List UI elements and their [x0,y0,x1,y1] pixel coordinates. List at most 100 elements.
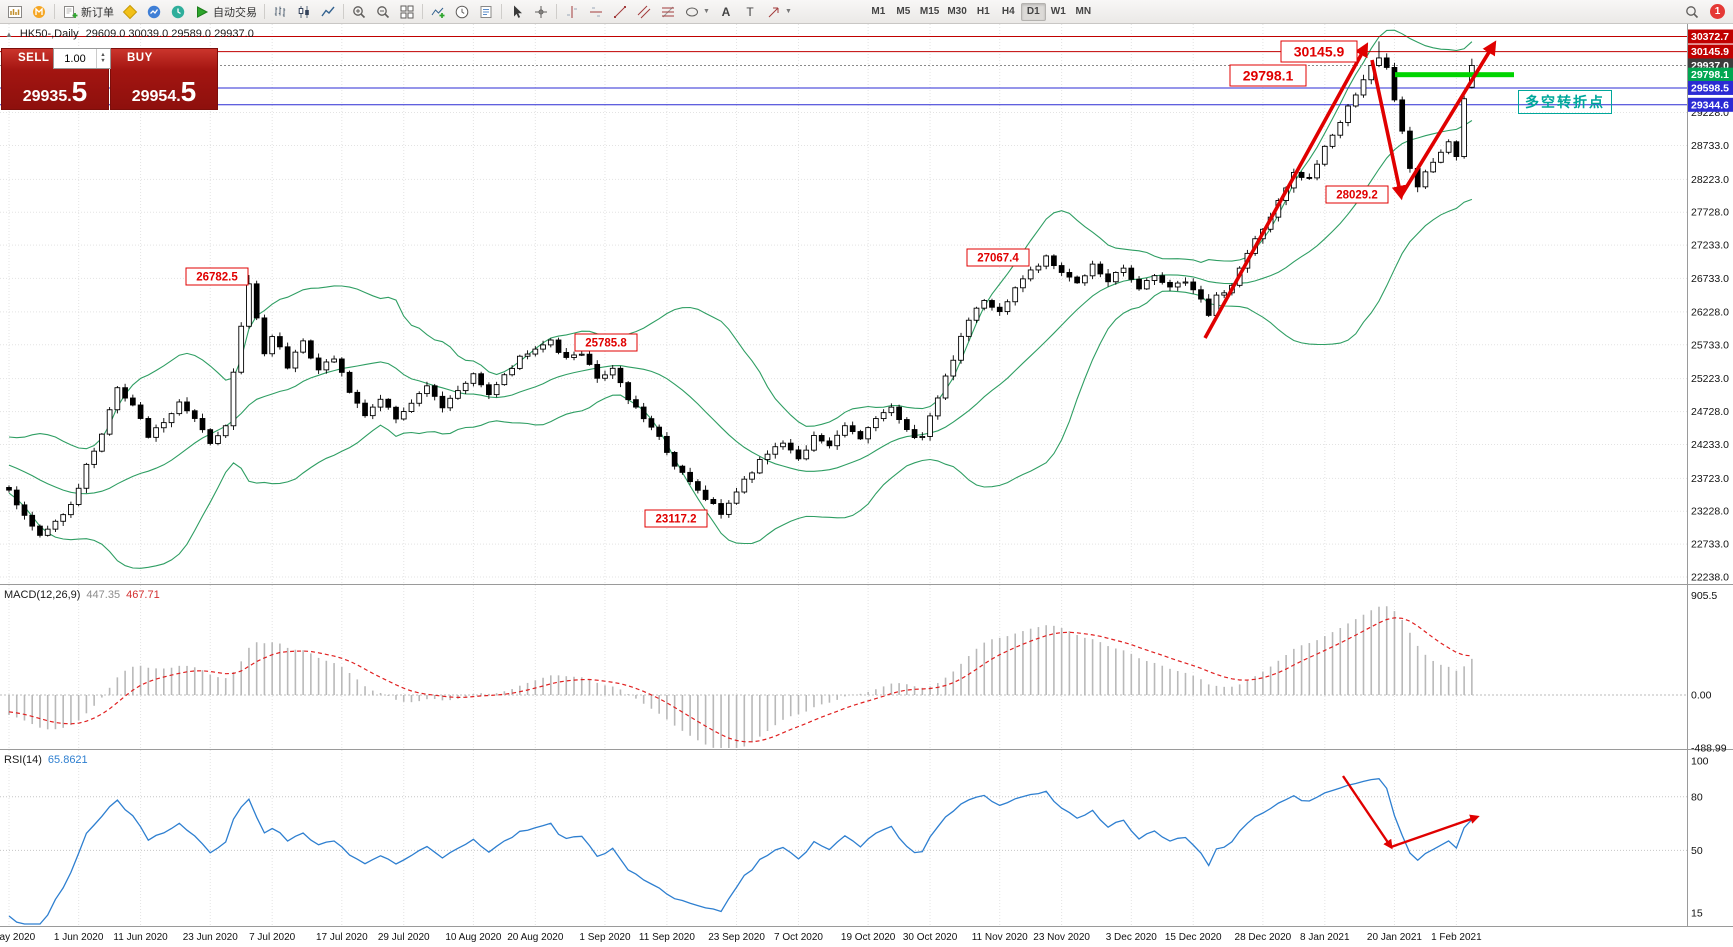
timeframe-w1-button[interactable]: W1 [1050,6,1066,17]
svg-text:23723.0: 23723.0 [1691,473,1729,485]
macd-axis: 905.5 0.00 -488.99 [1691,590,1727,755]
market-watch-button[interactable] [142,2,166,22]
toolbar-separator [54,4,55,19]
time-axis[interactable]: 0 May 2020 1 Jun 2020 11 Jun 2020 23 Jun 20… [0,932,1482,943]
timeframe-h4-button[interactable]: H4 [1001,6,1015,17]
cursor-button[interactable] [505,2,529,22]
turning-point-label[interactable]: 多空转折点 [1518,90,1612,114]
price-tag [1688,29,1733,44]
support-zone-line[interactable] [1395,72,1514,78]
svg-text:29798.1: 29798.1 [1691,69,1729,81]
text-tool-button[interactable]: A [714,2,738,22]
price-tag [1688,44,1733,59]
svg-text:-488.99: -488.99 [1691,743,1727,755]
toolbar-separator [501,4,502,19]
rsi-name: RSI(14) [4,754,42,766]
trendline-tool-button[interactable] [608,2,632,22]
volume-input[interactable] [54,50,96,67]
rsi-line [8,778,1473,925]
svg-text:30145.9: 30145.9 [1691,46,1729,58]
svg-text:23117.2: 23117.2 [656,514,697,526]
new-chart-button[interactable] [3,2,27,22]
bar-chart-button[interactable] [268,2,292,22]
arrows-tool-button[interactable]: ▼ [762,2,796,22]
search-button[interactable] [1680,2,1704,22]
volume-down-icon[interactable]: ▼ [100,58,106,64]
svg-text:100: 100 [1691,756,1709,768]
timeframe-m30-button[interactable]: M30 [947,6,967,17]
svg-text:10 Aug 2020: 10 Aug 2020 [445,932,502,943]
toolbar-separator [264,4,265,19]
svg-text:23 Nov 2020: 23 Nov 2020 [1033,932,1090,943]
toolbar-separator [343,4,344,19]
new-order-button[interactable]: 新订单 [58,2,118,22]
hline-tool-button[interactable] [584,2,608,22]
periods-button[interactable] [450,2,474,22]
zoom-in-button[interactable] [347,2,371,22]
zoom-out-button[interactable] [371,2,395,22]
svg-text:23 Sep 2020: 23 Sep 2020 [708,932,765,943]
timeframe-mn-button[interactable]: MN [1075,6,1092,17]
channel-tool-button[interactable] [632,2,656,22]
macd-signal-line [8,617,1472,743]
toolbar-separator [556,4,557,19]
tile-windows-button[interactable] [395,2,419,22]
price-axis: 29228.028733.028223.027728.027233.026733… [1688,29,1733,584]
autotrade-button[interactable]: 自动交易 [190,2,261,22]
price-chart[interactable]: 26782.5 25785.8 23117.2 27067.4 28029.2 29798… [0,24,1733,947]
buy-button[interactable]: BUY 29954.5 [110,48,218,110]
svg-text:27067.4: 27067.4 [977,253,1019,265]
sell-label: SELL [18,52,50,64]
macd-name: MACD(12,26,9) [4,589,81,601]
svg-text:15 Dec 2020: 15 Dec 2020 [1165,932,1222,943]
sell-price: 29935.5 [22,76,88,107]
templates-button[interactable] [474,2,498,22]
toolbar-separator [422,4,423,19]
svg-text:24233.0: 24233.0 [1691,439,1729,451]
line-chart-button[interactable] [316,2,340,22]
svg-text:28733.0: 28733.0 [1691,140,1729,152]
timeframe-m5-button[interactable]: M5 [896,6,911,17]
horizontal-lines [0,36,1687,106]
app-logo[interactable] [27,2,51,22]
svg-text:28029.2: 28029.2 [1336,190,1378,202]
svg-text:905.5: 905.5 [1691,590,1717,602]
volume-stepper[interactable]: ▲ ▼ [96,49,109,68]
timeframe-m1-button[interactable]: M1 [871,6,886,17]
svg-text:17 Jul 2020: 17 Jul 2020 [316,932,368,943]
crosshair-button[interactable] [529,2,553,22]
timeframe-h1-button[interactable]: H1 [976,6,990,17]
symbol-period: HK50-,Daily [19,28,79,40]
svg-text:27233.0: 27233.0 [1691,240,1729,252]
label-tool-button[interactable]: T [738,2,762,22]
svg-text:22238.0: 22238.0 [1691,572,1729,584]
rsi-label: RSI(14) 65.8621 [4,754,88,766]
svg-text:11 Sep 2020: 11 Sep 2020 [639,932,695,943]
timeframe-m15-button[interactable]: M15 [919,6,940,17]
fibonacci-tool-button[interactable] [656,2,680,22]
buy-label: BUY [127,52,153,64]
metaeditor-button[interactable] [118,2,142,22]
svg-text:19 Oct 2020: 19 Oct 2020 [841,932,896,943]
svg-text:0 May 2020: 0 May 2020 [0,932,36,943]
history-center-button[interactable] [166,2,190,22]
panel-toggle-icon[interactable]: ▲ [5,29,13,39]
svg-text:28 Dec 2020: 28 Dec 2020 [1235,932,1292,943]
svg-text:24728.0: 24728.0 [1691,406,1729,418]
volume-box: ▲ ▼ [53,48,111,69]
timeframe-d1-button[interactable]: D1 [1020,2,1046,21]
svg-text:23 Jun 2020: 23 Jun 2020 [183,932,238,943]
notification-badge[interactable]: 1 [1710,4,1725,19]
svg-text:T: T [746,5,754,19]
vline-tool-button[interactable] [560,2,584,22]
svg-text:29 Jul 2020: 29 Jul 2020 [378,932,430,943]
volume-up-icon[interactable]: ▲ [100,51,106,58]
svg-text:29344.6: 29344.6 [1691,99,1729,111]
svg-text:20 Aug 2020: 20 Aug 2020 [507,932,564,943]
svg-text:26782.5: 26782.5 [196,272,238,284]
candle-chart-button[interactable] [292,2,316,22]
svg-text:25785.8: 25785.8 [585,338,627,350]
price-annotations: 26782.5 25785.8 23117.2 27067.4 28029.2 29798… [185,40,1389,528]
shapes-tool-button[interactable]: ▼ [680,2,714,22]
indicators-button[interactable] [426,2,450,22]
